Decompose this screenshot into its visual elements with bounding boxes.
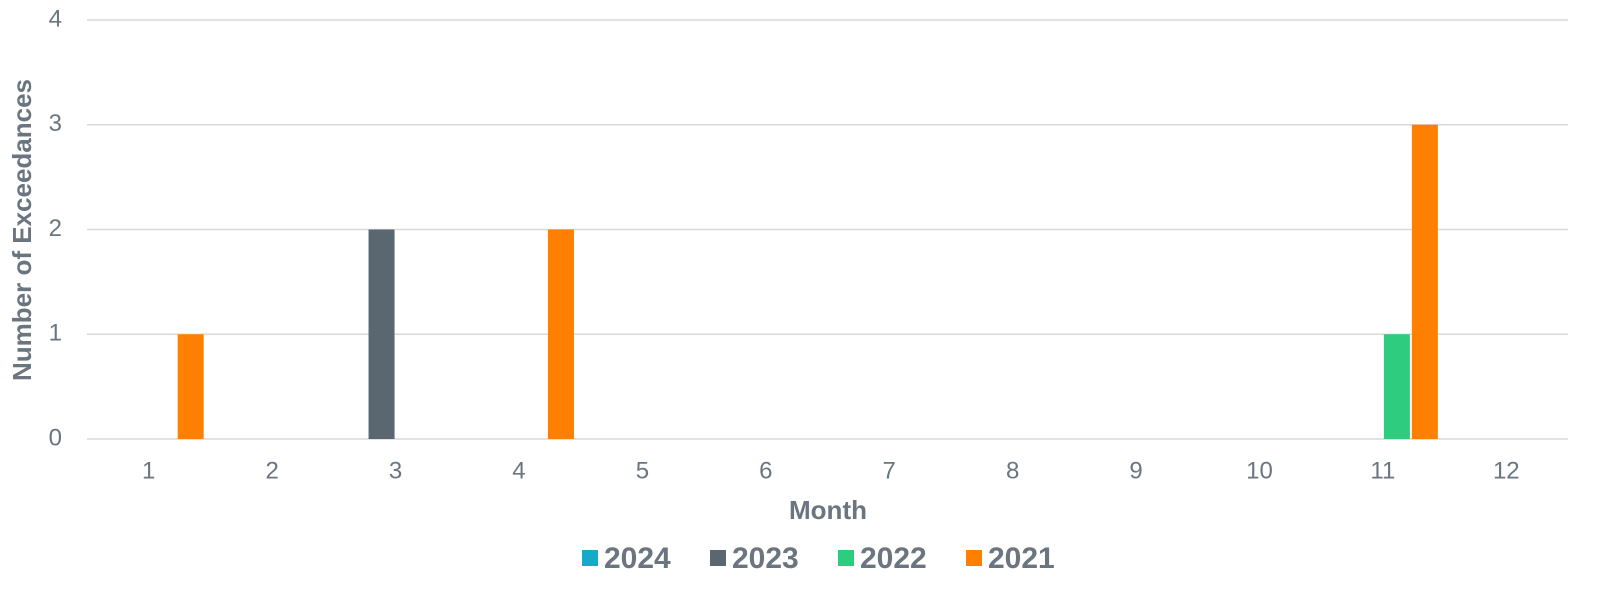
legend-swatch: [710, 550, 726, 566]
legend-label: 2023: [732, 542, 799, 575]
y-tick-label: 1: [49, 320, 62, 347]
x-tick-label: 8: [1006, 457, 1019, 484]
legend-swatch: [966, 550, 982, 566]
legend-label: 2021: [988, 542, 1055, 575]
x-tick-label: 3: [389, 457, 402, 484]
y-tick-label: 0: [49, 424, 62, 451]
y-axis-label: Number of Exceedances: [7, 79, 37, 381]
x-tick-label: 12: [1493, 457, 1520, 484]
x-tick-label: 7: [883, 457, 896, 484]
x-axis-label: Month: [789, 495, 867, 525]
x-tick-label: 6: [759, 457, 772, 484]
y-tick-label: 4: [49, 5, 62, 32]
bar: [547, 229, 574, 439]
x-tick-label: 4: [512, 457, 525, 484]
bar: [368, 229, 395, 439]
x-tick-label: 9: [1129, 457, 1142, 484]
legend-label: 2024: [604, 542, 671, 575]
x-tick-label: 5: [636, 457, 649, 484]
y-tick-label: 3: [49, 110, 62, 137]
x-tick-label: 2: [265, 457, 278, 484]
legend-swatch: [838, 550, 854, 566]
bar: [177, 334, 204, 439]
bar: [1411, 124, 1438, 439]
x-tick-label: 10: [1246, 457, 1273, 484]
y-tick-label: 2: [49, 215, 62, 242]
x-tick-label: 1: [142, 457, 155, 484]
legend-label: 2022: [860, 542, 927, 575]
legend-swatch: [582, 550, 598, 566]
x-tick-label: 11: [1370, 457, 1395, 484]
bar: [1383, 334, 1410, 439]
